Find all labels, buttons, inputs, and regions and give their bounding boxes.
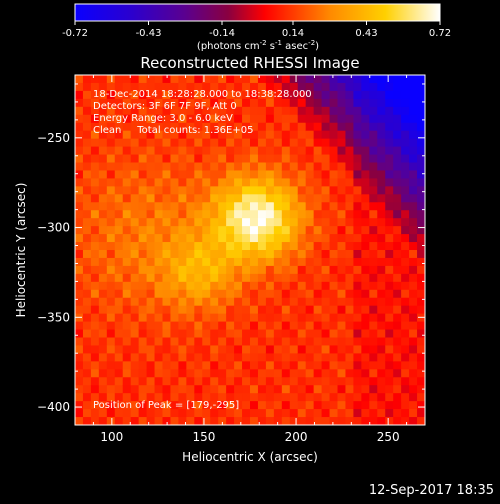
footer-timestamp: 12-Sep-2017 18:35 [369,483,494,498]
y-tick-label: −250 [37,131,70,145]
y-tick-labels: −250 −300 −350 −400 [37,131,70,414]
axis-ticks [75,75,426,426]
x-tick-label: 100 [100,430,123,444]
info-energy-range: Energy Range: 3.0 - 6.0 keV [93,113,233,124]
y-tick-label: −350 [37,310,70,324]
colorbar-tick-label: 0.72 [429,28,451,39]
info-time-range: 18-Dec-2014 18:28:28.000 to 18:38:28.000 [93,89,312,100]
colorbar-tick-label: -0.14 [209,28,235,39]
peak-position-label: Position of Peak = [179,-295] [93,400,239,411]
colorbar-tick-label: 0.14 [282,28,304,39]
colorbar-tick-labels: -0.72 -0.43 -0.14 0.14 0.43 0.72 [62,28,451,39]
x-tick-label: 200 [285,430,308,444]
info-clean-counts: Clean Total counts: 1.36E+05 [93,125,253,136]
info-detectors: Detectors: 3F 6F 7F 9F, Att 0 [93,101,237,112]
x-tick-label: 150 [192,430,215,444]
chart-title: Reconstructed RHESSI Image [140,54,359,72]
colorbar [74,3,441,22]
x-axis-label: Heliocentric X (arcsec) [182,450,318,464]
colorbar-unit-label: (photons cm-2 s-1 asec-2) [197,39,319,52]
colorbar-ticks [74,21,441,25]
colorbar-tick-label: -0.72 [62,28,88,39]
plot-frame [74,74,426,426]
x-tick-label: 250 [377,430,400,444]
colorbar-tick-label: 0.43 [355,28,377,39]
observation-info: 18-Dec-2014 18:28:28.000 to 18:38:28.000… [93,89,312,136]
y-tick-label: −300 [37,221,70,235]
x-tick-labels: 100 150 200 250 [100,430,399,444]
heatmap-image [75,75,425,425]
y-tick-label: −400 [37,400,70,414]
y-axis-label: Heliocentric Y (arcsec) [14,183,28,318]
colorbar-tick-label: -0.43 [136,28,162,39]
